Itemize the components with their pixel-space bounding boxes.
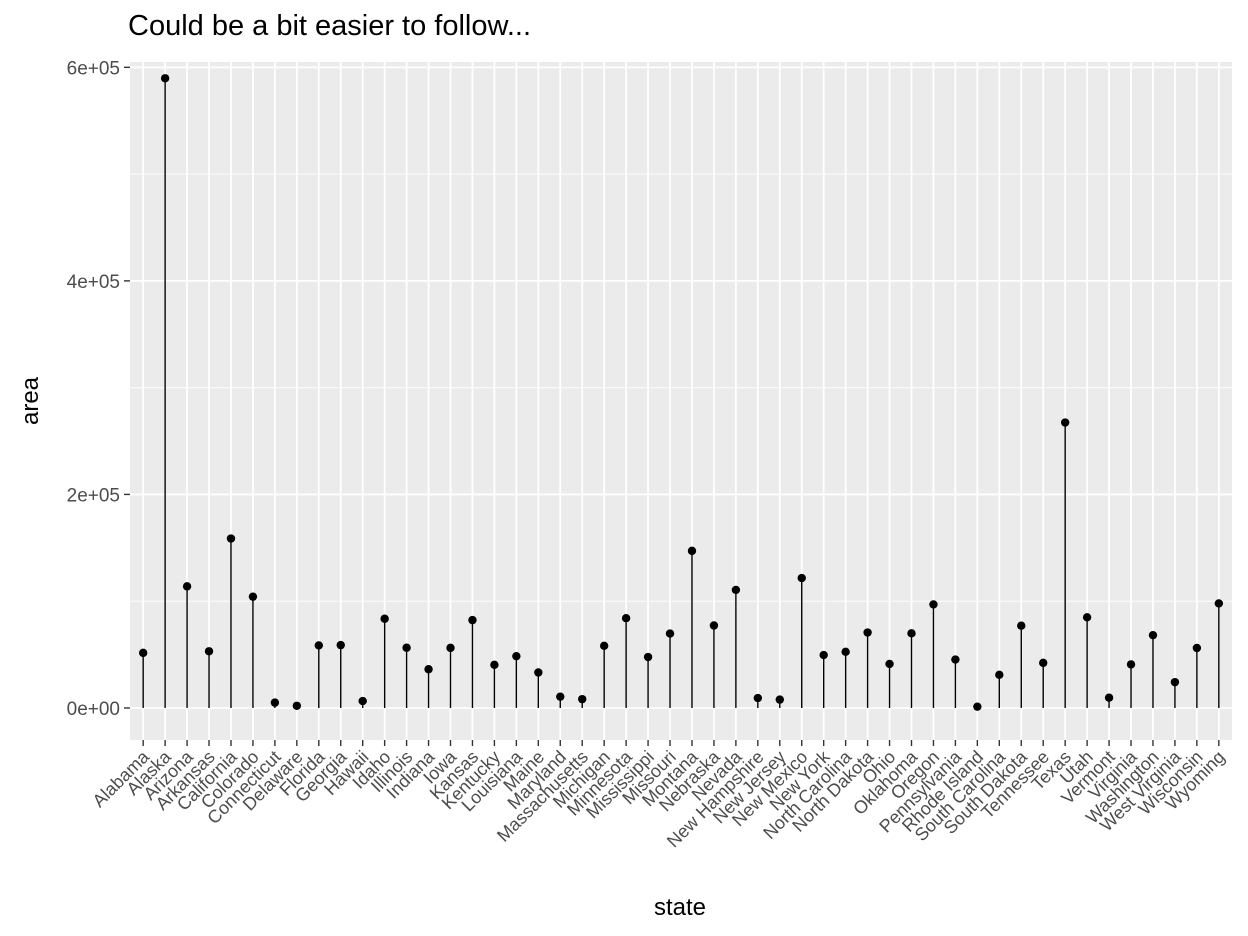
point-michigan xyxy=(599,641,609,651)
plot-panel xyxy=(130,62,1232,740)
point-mississippi xyxy=(643,652,653,662)
point-wisconsin xyxy=(1192,643,1202,653)
point-texas xyxy=(1060,418,1070,427)
minor-gridlines xyxy=(130,173,1232,602)
point-vermont xyxy=(1104,693,1114,702)
y-axis-title: area xyxy=(17,376,44,425)
y-tick-label: 6e+05 xyxy=(67,58,120,79)
point-south-carolina xyxy=(995,670,1004,680)
point-indiana xyxy=(424,665,433,674)
point-virginia xyxy=(1126,660,1136,669)
point-arkansas xyxy=(204,647,214,656)
point-illinois xyxy=(402,643,411,652)
point-new-york xyxy=(819,650,828,660)
point-minnesota xyxy=(621,614,631,623)
lollipop-stems xyxy=(142,78,1220,708)
point-georgia xyxy=(336,640,345,650)
point-nebraska xyxy=(709,621,719,630)
y-tick-label: 2e+05 xyxy=(67,485,120,506)
y-axis: 0e+00 2e+05 4e+05 6e+05 xyxy=(67,58,130,720)
data-points xyxy=(138,74,1224,711)
point-alabama xyxy=(138,648,148,658)
point-montana xyxy=(687,546,697,556)
point-rhode-island xyxy=(973,702,982,711)
point-maryland xyxy=(556,692,565,701)
point-nevada xyxy=(731,585,741,595)
point-california xyxy=(226,534,236,543)
point-delaware xyxy=(292,701,302,710)
x-axis: AlabamaAlaskaArizonaArkansasCaliforniaCo… xyxy=(89,740,1229,851)
x-axis-title: state xyxy=(654,894,706,921)
point-pennsylvania xyxy=(951,655,960,664)
chart-title: Could be a bit easier to follow... xyxy=(128,10,532,42)
point-louisiana xyxy=(512,651,521,661)
point-colorado xyxy=(248,592,258,601)
point-wyoming xyxy=(1214,599,1224,608)
point-hawaii xyxy=(358,696,367,706)
point-oklahoma xyxy=(907,629,916,638)
point-kansas xyxy=(468,615,477,625)
point-florida xyxy=(314,641,323,650)
point-idaho xyxy=(380,614,389,623)
y-tick-label: 4e+05 xyxy=(67,272,120,293)
point-south-dakota xyxy=(1017,621,1026,630)
point-maine xyxy=(534,668,543,677)
point-kentucky xyxy=(490,660,499,670)
point-west-virginia xyxy=(1170,677,1180,687)
point-new-mexico xyxy=(797,573,806,583)
point-new-hampshire xyxy=(753,693,763,703)
point-oregon xyxy=(929,600,938,609)
point-massachusetts xyxy=(578,694,587,704)
point-connecticut xyxy=(270,698,280,707)
y-tick-label: 0e+00 xyxy=(67,699,120,720)
point-alaska xyxy=(160,74,170,83)
point-north-dakota xyxy=(863,628,872,637)
point-ohio xyxy=(885,659,894,669)
point-north-carolina xyxy=(841,647,850,657)
point-washington xyxy=(1148,630,1158,640)
point-utah xyxy=(1082,613,1092,622)
point-tennessee xyxy=(1039,658,1048,668)
point-arizona xyxy=(182,582,192,591)
point-iowa xyxy=(446,643,455,653)
point-missouri xyxy=(665,629,675,638)
point-new-jersey xyxy=(775,695,784,704)
